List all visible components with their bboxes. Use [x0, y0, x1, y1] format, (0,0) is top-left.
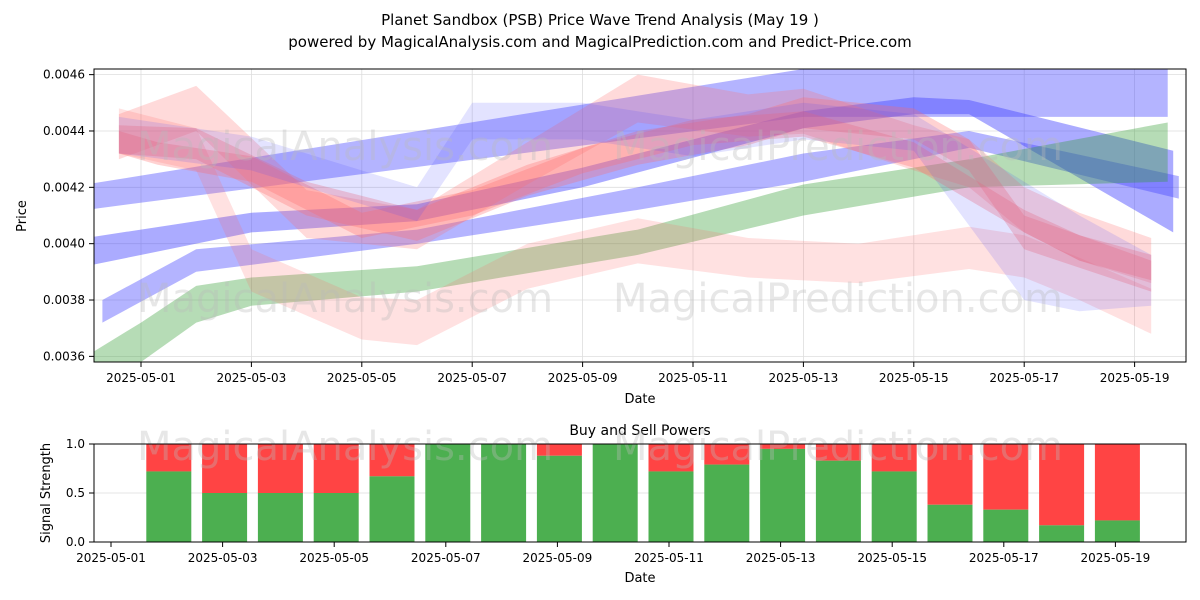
sell-power-bar: [1094, 444, 1140, 521]
price-wave-band-green: [94, 122, 1168, 362]
powers-x-tick-label: 2025-05-09: [523, 551, 593, 565]
buy-power-bar: [871, 471, 917, 542]
sell-power-bar: [313, 444, 359, 493]
sell-power-bar: [648, 444, 694, 472]
price-wave-band-red: [118, 111, 1152, 281]
price-grid: [94, 69, 1186, 362]
sell-power-bar: [815, 444, 861, 461]
price-wave-band-red: [118, 97, 1152, 292]
price-wave-band-red: [118, 74, 1152, 284]
watermark-prediction-bottom: MagicalPrediction.com: [613, 424, 1063, 470]
powers-bars: [146, 444, 1140, 542]
powers-x-tick-label: 2025-05-11: [634, 551, 704, 565]
buy-power-bar: [815, 460, 861, 542]
price-y-tick-label: 0.0036: [43, 349, 85, 363]
sell-power-bar: [369, 444, 415, 477]
powers-y-tick-label: 1.0: [66, 437, 85, 451]
buy-power-bar: [257, 493, 303, 542]
watermark-prediction-top: MagicalPrediction.com: [613, 124, 1063, 170]
buy-power-bar: [592, 444, 638, 542]
buy-power-bar: [425, 444, 471, 542]
powers-x-tick-label: 2025-05-03: [188, 551, 258, 565]
watermark-analysis-mid: MagicalAnalysis.com: [137, 276, 553, 322]
price-x-tick-label: 2025-05-15: [879, 371, 949, 385]
price-x-tick-label: 2025-05-13: [769, 371, 839, 385]
price-y-tick-label: 0.0038: [43, 293, 85, 307]
sell-power-bar: [760, 444, 806, 449]
chart-subtitle: powered by MagicalAnalysis.com and Magic…: [288, 33, 912, 51]
price-wave-band-blue: [94, 69, 1168, 209]
buy-power-bar: [481, 444, 527, 542]
price-wave-band-blue: [118, 102, 1152, 312]
price-x-tick-label: 2025-05-17: [989, 371, 1059, 385]
price-x-tick-label: 2025-05-11: [658, 371, 728, 385]
price-plot-frame: [93, 68, 1187, 363]
watermark-analysis-bottom: MagicalAnalysis.com: [137, 424, 553, 470]
price-x-label: Date: [624, 392, 655, 407]
price-y-tick-label: 0.0044: [43, 124, 85, 138]
powers-y-tick-label: 0.5: [66, 486, 85, 500]
sell-power-bar: [983, 444, 1029, 510]
sell-power-bar: [146, 444, 192, 472]
buy-power-bar: [1039, 525, 1085, 542]
powers-y-label: Signal Strength: [39, 443, 54, 543]
powers-title: Buy and Sell Powers: [569, 423, 710, 439]
price-y-tick-label: 0.0040: [43, 237, 85, 251]
powers-x-tick-label: 2025-05-19: [1081, 551, 1151, 565]
powers-x-tick-label: 2025-05-01: [76, 551, 146, 565]
chart-title: Planet Sandbox (PSB) Price Wave Trend An…: [381, 11, 819, 29]
buy-power-bar: [202, 493, 248, 542]
sell-power-bar: [1039, 444, 1085, 526]
price-watermarks: MagicalAnalysis.com MagicalPrediction.co…: [137, 124, 1063, 322]
buy-power-bar: [536, 455, 582, 542]
price-x-tick-label: 2025-05-03: [217, 371, 287, 385]
powers-x-tick-label: 2025-05-15: [857, 551, 927, 565]
sell-power-bar: [927, 444, 973, 505]
powers-x-tick-label: 2025-05-07: [411, 551, 481, 565]
price-wave-band-blue: [94, 97, 1174, 265]
sell-power-bar: [257, 444, 303, 493]
powers-y-tick-label: 0.0: [66, 535, 85, 549]
powers-x-tick-label: 2025-05-05: [299, 551, 369, 565]
price-wave-band-red: [118, 108, 1152, 346]
price-axes: 2025-05-01 2025-05-03 2025-05-05 2025-05-07…: [43, 68, 1169, 385]
price-y-tick-label: 0.0042: [43, 180, 85, 194]
price-x-tick-label: 2025-05-07: [437, 371, 507, 385]
buy-power-bar: [369, 476, 415, 542]
watermark-analysis-top: MagicalAnalysis.com: [137, 124, 553, 170]
price-y-label: Price: [15, 200, 30, 232]
buy-power-bar: [648, 471, 694, 542]
price-y-tick-label: 0.0046: [43, 68, 85, 82]
powers-watermarks: MagicalAnalysis.com MagicalPrediction.co…: [137, 424, 1063, 470]
sell-power-bar: [536, 444, 582, 456]
price-x-tick-label: 2025-05-19: [1100, 371, 1170, 385]
price-x-tick-label: 2025-05-09: [548, 371, 618, 385]
buy-power-bar: [146, 471, 192, 542]
buy-power-bar: [704, 464, 750, 542]
powers-x-tick-label: 2025-05-13: [746, 551, 816, 565]
price-x-tick-label: 2025-05-01: [106, 371, 176, 385]
powers-x-tick-label: 2025-05-17: [969, 551, 1039, 565]
buy-power-bar: [760, 448, 806, 542]
price-bands: [94, 69, 1179, 362]
sell-power-bar: [704, 444, 750, 465]
buy-power-bar: [313, 493, 359, 542]
buy-power-bar: [1094, 520, 1140, 542]
watermark-prediction-mid: MagicalPrediction.com: [613, 276, 1063, 322]
sell-power-bar: [202, 444, 248, 493]
powers-axes: 2025-05-01 2025-05-03 2025-05-05 2025-05-07…: [66, 437, 1150, 565]
sell-power-bar: [871, 444, 917, 472]
buy-power-bar: [927, 504, 973, 542]
buy-power-bar: [983, 509, 1029, 542]
powers-x-label: Date: [624, 571, 655, 586]
price-x-tick-label: 2025-05-05: [327, 371, 397, 385]
